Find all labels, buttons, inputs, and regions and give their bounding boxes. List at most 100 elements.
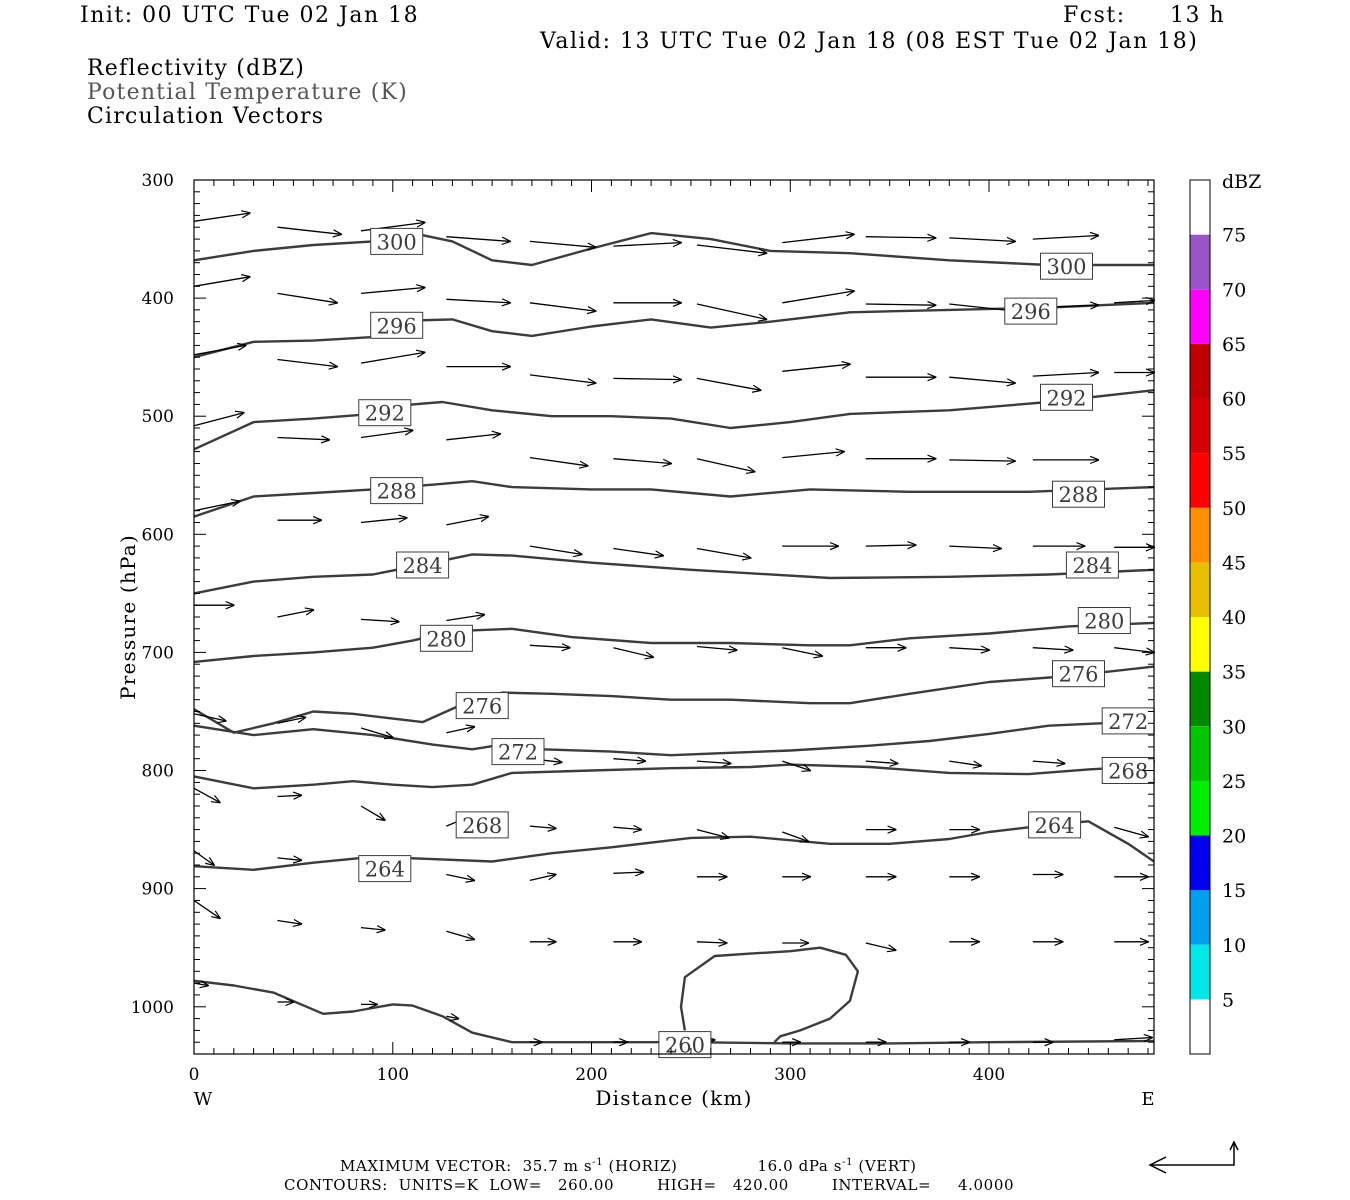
y-tick-label: 600 — [142, 525, 174, 545]
colorbar-bin — [1190, 234, 1210, 290]
y-tick-label: 500 — [142, 407, 174, 427]
circulation-vector — [865, 545, 916, 546]
colorbar-label: 30 — [1222, 716, 1246, 738]
colorbar-bin — [1190, 835, 1210, 891]
circulation-vector — [360, 430, 413, 439]
circulation-vector — [949, 303, 1015, 311]
circulation-vector — [696, 458, 755, 472]
colorbar-bin — [1190, 398, 1210, 454]
contour-line-268 — [193, 763, 1155, 790]
circulation-vector — [613, 458, 671, 464]
contour-label-box — [370, 311, 424, 339]
max-vert-exponent: -1 — [842, 1157, 854, 1168]
reflectivity-colorbar: 5 10 15 20 25 30 35 40 45 50 55 60 65 70 75 — [1189, 179, 1246, 1055]
contour-label-box — [1101, 707, 1155, 735]
colorbar-bin — [1190, 617, 1210, 672]
colorbar-bin — [1190, 289, 1210, 344]
x-tick-label: 300 — [774, 1065, 806, 1085]
x-tick-label: 200 — [575, 1065, 607, 1085]
colorbar-label: 55 — [1222, 443, 1246, 465]
circulation-vector — [529, 545, 582, 554]
circulation-vector — [782, 647, 822, 656]
colorbar-bin — [1190, 944, 1210, 1000]
circulation-vector — [277, 226, 342, 234]
max-horiz-exponent: -1 — [592, 1157, 604, 1168]
contour-label-box — [658, 1031, 712, 1059]
circulation-vector — [360, 727, 393, 738]
circulation-vector — [1114, 647, 1154, 653]
legend-circulation-vectors: Circulation Vectors — [87, 104, 325, 129]
colorbar-bin — [1190, 180, 1210, 235]
max-horiz-unit: (HORIZ) — [603, 1157, 678, 1175]
circulation-vector — [782, 760, 810, 770]
colorbar-label: 35 — [1222, 662, 1246, 684]
colorbar-bin — [1190, 890, 1210, 945]
contour-label-box — [370, 227, 424, 255]
x-left-end-label: W — [194, 1089, 213, 1110]
contour-label: 264 — [1035, 814, 1075, 838]
contour-label-box — [491, 738, 545, 766]
colorbar-bin — [1190, 999, 1210, 1055]
circulation-vector — [529, 645, 570, 647]
circulation-vector — [949, 238, 1015, 242]
circulation-vector — [1114, 826, 1148, 837]
circulation-vector — [360, 619, 399, 621]
circulation-vector — [782, 364, 850, 372]
circulation-vector — [696, 828, 729, 838]
init-time: Init: 00 UTC Tue 02 Jan 18 — [80, 3, 420, 28]
circulation-vector — [949, 376, 1015, 383]
circulation-vector — [865, 304, 936, 305]
circulation-vector — [193, 277, 250, 287]
contour-label-box — [1052, 660, 1105, 688]
contour-labels: 300 300 296 296 292 292 288 288 284 284 280 280 276 2… — [358, 227, 1155, 1059]
contour-line-272 — [193, 719, 1155, 757]
contour-label-box — [1028, 811, 1082, 839]
circulation-vector — [193, 899, 220, 919]
circulation-vector — [865, 761, 898, 763]
contour-label: 292 — [1046, 386, 1086, 410]
circulation-vectors — [193, 213, 1154, 1042]
contour-label-box — [370, 477, 424, 505]
circulation-vector — [193, 413, 244, 427]
contour-label-box — [358, 399, 412, 427]
circulation-vector — [1114, 301, 1154, 303]
contour-line-280 — [193, 621, 1155, 664]
circulation-vector — [277, 292, 338, 302]
circulation-vector — [193, 345, 246, 356]
circulation-vector — [696, 647, 737, 651]
circulation-vector — [613, 759, 645, 761]
contour-label: 300 — [377, 230, 417, 254]
contour-label: 272 — [498, 741, 538, 765]
forecast-hour: 13 h — [1170, 3, 1226, 28]
circulation-vector — [949, 648, 989, 650]
contour-line-276 — [193, 665, 1155, 734]
contour-label-box — [419, 624, 473, 652]
circulation-vector — [613, 378, 681, 379]
contour-label: 284 — [1072, 554, 1112, 578]
circulation-vector — [277, 921, 302, 925]
colorbar-label: 50 — [1222, 498, 1246, 520]
colorbar-label: 70 — [1222, 279, 1246, 301]
contour-line-292 — [193, 389, 1155, 451]
legend-potential-temperature: Potential Temperature (K) — [87, 80, 408, 105]
x-tick-label: 0 — [189, 1065, 200, 1085]
circulation-vector — [696, 377, 761, 390]
contour-label-box — [455, 811, 509, 839]
y-tick-label: 1000 — [131, 998, 174, 1018]
circulation-vector — [277, 795, 302, 796]
x-tick-label: 400 — [973, 1065, 1005, 1085]
circulation-vector — [613, 827, 641, 829]
theta-contours — [193, 231, 1155, 1045]
contour-line-300 — [193, 231, 1154, 267]
contour-line-264 — [193, 820, 1155, 871]
circulation-vector — [360, 518, 407, 524]
circulation-vector — [949, 460, 1015, 461]
circulation-vector — [613, 647, 653, 658]
contour-label: 284 — [403, 554, 443, 578]
circulation-vector — [446, 1016, 458, 1018]
colorbar-bin — [1190, 726, 1210, 781]
y-axis-label: Pressure (hPa) — [116, 534, 140, 700]
contour-label: 292 — [365, 402, 405, 426]
circulation-vector — [865, 237, 936, 238]
contour-label-box — [1004, 297, 1058, 325]
